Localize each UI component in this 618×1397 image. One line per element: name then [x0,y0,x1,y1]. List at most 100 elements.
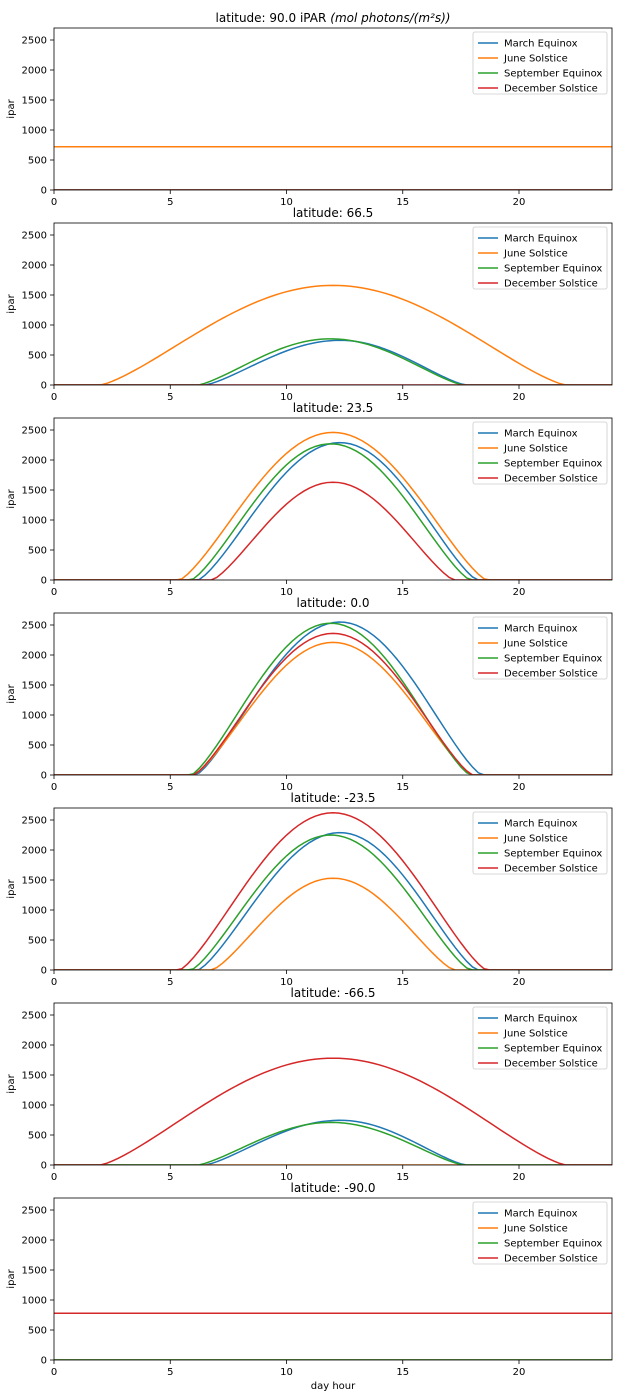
y-tick-label: 500 [28,546,47,557]
legend-label: September Equinox [504,1239,602,1250]
x-tick-label: 10 [280,782,293,793]
legend-label: September Equinox [504,69,602,80]
plot-frame [53,807,613,971]
y-tick-label: 500 [28,156,47,167]
y-tick-label: 500 [28,1326,47,1337]
legend-label: September Equinox [504,654,602,665]
subplot-3: latitude: 23.5 0 500 1000 1500 2000 2500 0 5 10 15… [6,401,613,598]
subplot-title: latitude: -90.0 [291,1181,376,1195]
legend-label: September Equinox [504,1044,602,1055]
y-tick-label: 2000 [22,456,47,467]
y-tick-label: 2000 [22,651,47,662]
y-tick-label: 2500 [22,231,47,242]
series-line-december-solstice [54,632,612,775]
subplot-title: latitude: -23.5 [291,791,376,805]
y-tick-label: 500 [28,351,47,362]
y-tick-label: 1000 [22,906,47,917]
x-tick-label: 5 [167,1172,173,1183]
y-tick-label: 500 [28,936,47,947]
legend-box [472,226,608,290]
series-line-december-solstice [54,812,612,970]
legend-label: December Solstice [504,1059,598,1070]
legend-label: September Equinox [504,264,602,275]
x-tick-label: 5 [167,977,173,988]
legend-label: June Solstice [503,639,568,650]
subplot-6: latitude: -66.5 0 500 1000 1500 2000 2500 0 5 10 1… [6,986,613,1183]
x-tick-label: 20 [513,1367,526,1378]
y-tick-label: 0 [41,966,47,977]
legend-box [472,421,608,485]
subplot-7: latitude: -90.0 0 500 1000 1500 2000 2500 0 5 10 1… [6,1181,613,1392]
x-tick-label: 20 [513,1172,526,1183]
legend-label: December Solstice [504,864,598,875]
x-tick-label: 0 [51,977,57,988]
plot-frame [53,612,613,776]
series-line-march-equinox [54,831,612,970]
y-tick-label: 2500 [22,36,47,47]
x-tick-label: 5 [167,197,173,208]
legend-label: June Solstice [503,834,568,845]
legend-label: December Solstice [504,669,598,680]
x-tick-label: 10 [280,1367,293,1378]
x-tick-label: 20 [513,782,526,793]
legend-label: June Solstice [503,54,568,65]
y-tick-label: 2500 [22,1206,47,1217]
y-axis-label: ipar [6,488,17,508]
series-line-september-equinox [54,443,612,580]
y-tick-label: 1000 [22,711,47,722]
legend: March Equinox June Solstice September Equi… [472,616,608,680]
legend: March Equinox June Solstice September Equi… [472,421,608,485]
x-tick-label: 10 [280,977,293,988]
y-axis-label: ipar [6,1268,17,1288]
x-tick-label: 20 [513,977,526,988]
y-tick-label: 1000 [22,321,47,332]
legend-label: September Equinox [504,849,602,860]
x-tick-label: 0 [51,392,57,403]
title-unit: (mol photons/(m²s)) [330,11,450,25]
legend-label: December Solstice [504,84,598,95]
x-tick-label: 5 [167,587,173,598]
plot-frame [53,1002,613,1166]
legend: March Equinox June Solstice September Equi… [472,1006,608,1070]
x-tick-label: 0 [51,587,57,598]
legend: March Equinox June Solstice September Equi… [472,31,608,95]
legend-label: March Equinox [504,429,578,440]
subplot-title: latitude: 0.0 [297,596,370,610]
legend-box [472,616,608,680]
x-tick-label: 15 [396,1172,409,1183]
series-line-june-solstice [54,284,612,385]
y-axis-label: ipar [6,98,17,118]
x-tick-label: 20 [513,392,526,403]
legend-label: March Equinox [504,234,578,245]
legend-label: June Solstice [503,1224,568,1235]
legend-label: March Equinox [504,624,578,635]
y-tick-label: 1000 [22,126,47,137]
plot-frame [53,27,613,191]
x-tick-label: 0 [51,782,57,793]
y-tick-label: 500 [28,1131,47,1142]
legend-label: March Equinox [504,819,578,830]
subplot-title: latitude: 90.0 iPAR (mol photons/(m²s)) [216,11,451,25]
y-tick-label: 2000 [22,846,47,857]
y-axis-label: ipar [6,683,17,703]
y-tick-label: 1000 [22,516,47,527]
subplot-4: latitude: 0.0 0 500 1000 1500 2000 2500 0 5 10 15 2… [6,596,613,793]
subplot-1: latitude: 90.0 iPAR (mol photons/(m²s)) 0 5… [6,11,613,208]
y-axis-label: ipar [6,878,17,898]
legend-label: March Equinox [504,39,578,50]
y-tick-label: 0 [41,186,47,197]
y-tick-label: 1500 [22,1266,47,1277]
y-tick-label: 1500 [22,681,47,692]
y-tick-label: 0 [41,576,47,587]
subplot-title: latitude: -66.5 [291,986,376,1000]
series-line-september-equinox [54,1121,612,1165]
y-tick-label: 2500 [22,621,47,632]
legend-box [472,31,608,95]
subplot-title: latitude: 66.5 [293,206,374,220]
legend-box [472,1201,608,1265]
x-tick-label: 0 [51,1172,57,1183]
legend-label: December Solstice [504,1254,598,1265]
x-tick-label: 15 [396,392,409,403]
legend-box [472,1006,608,1070]
series-line-june-solstice [54,641,612,775]
